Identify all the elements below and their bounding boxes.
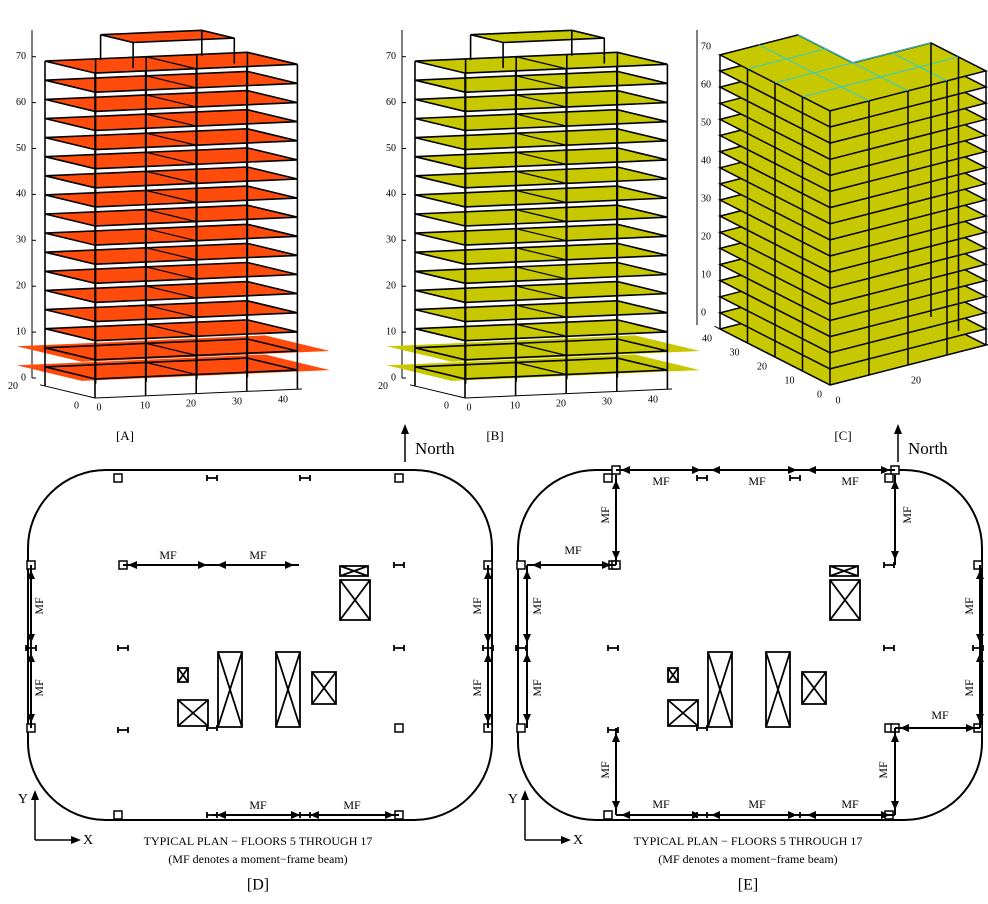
mf-label: MF [343, 798, 361, 812]
depth-tick-label: 20 [757, 361, 767, 372]
panel-label: [A] [116, 428, 134, 443]
mf-label: MF [962, 679, 976, 697]
column-box [885, 474, 893, 482]
panel-label: [D] [247, 877, 269, 894]
y-label: Y [508, 792, 518, 807]
mf-label: MF [748, 797, 766, 811]
plan-title: TYPICAL PLAN − FLOORS 5 THROUGH 17 [634, 834, 863, 848]
column-box [604, 811, 612, 819]
z-tick-label: 40 [701, 155, 711, 166]
mf-label: MF [564, 543, 582, 557]
z-tick-label: 40 [16, 189, 26, 200]
z-tick-label: 70 [386, 51, 396, 62]
y-label: Y [18, 792, 28, 807]
depth-tick-label: 20 [378, 381, 388, 392]
z-tick-label: 70 [701, 41, 711, 52]
z-tick-label: 60 [386, 97, 396, 108]
column-box [395, 724, 403, 732]
z-tick-label: 60 [701, 79, 711, 90]
depth-tick-label: 0 [444, 400, 449, 411]
x-tick-label: 20 [556, 398, 566, 409]
z-tick-label: 10 [16, 326, 26, 337]
page: 010203040506070010203040200[A]0102030405… [0, 0, 988, 904]
plan-note: (MF denotes a moment−frame beam) [658, 852, 837, 866]
column-box [395, 474, 403, 482]
panel-label: [C] [834, 428, 851, 443]
depth-tick-label: 10 [785, 375, 795, 386]
mf-label: MF [652, 797, 670, 811]
x-label: X [573, 833, 583, 848]
z-tick-label: 30 [701, 193, 711, 204]
panel-label: [B] [486, 428, 503, 443]
mf-label: MF [900, 506, 914, 524]
z-tick-label: 20 [386, 280, 396, 291]
z-tick-label: 10 [386, 326, 396, 337]
z-tick-label: 0 [391, 372, 396, 383]
depth-tick-label: 30 [730, 347, 740, 358]
x-tick-label: 40 [278, 394, 288, 405]
column-box [517, 724, 525, 732]
column-box [114, 811, 122, 819]
mf-label: MF [962, 597, 976, 615]
mf-label: MF [32, 597, 46, 615]
x-tick-label: 10 [510, 400, 520, 411]
mf-label: MF [249, 798, 267, 812]
mf-label: MF [32, 679, 46, 697]
depth-tick-label: 40 [702, 333, 712, 344]
mf-label: MF [652, 474, 670, 488]
mf-label: MF [530, 679, 544, 697]
z-tick-label: 60 [16, 97, 26, 108]
depth-tick-label: 0 [817, 389, 822, 400]
x-tick-label: 10 [140, 400, 150, 411]
z-tick-label: 20 [16, 280, 26, 291]
z-tick-label: 10 [701, 269, 711, 280]
x-tick-label: 20 [911, 375, 921, 386]
x-label: X [83, 833, 93, 848]
z-tick-label: 0 [701, 307, 706, 318]
x-tick-label: 0 [97, 402, 102, 413]
mf-label: MF [530, 597, 544, 615]
mf-label: MF [931, 708, 949, 722]
z-tick-label: 70 [16, 51, 26, 62]
z-tick-label: 50 [16, 143, 26, 154]
mf-label: MF [748, 474, 766, 488]
north-label: North [908, 439, 948, 458]
column-box [517, 561, 525, 569]
depth-tick-label: 20 [8, 381, 18, 392]
mf-label: MF [598, 506, 612, 524]
x-tick-label: 0 [836, 395, 841, 406]
z-tick-label: 40 [386, 189, 396, 200]
mf-label: MF [841, 797, 859, 811]
depth-tick-label: 0 [74, 400, 79, 411]
north-label: North [415, 439, 455, 458]
column-box [604, 474, 612, 482]
z-tick-label: 50 [701, 117, 711, 128]
z-tick-label: 0 [21, 372, 26, 383]
panel-label: [E] [738, 877, 758, 894]
mf-label: MF [876, 761, 890, 779]
x-tick-label: 0 [467, 402, 472, 413]
mf-label: MF [249, 548, 267, 562]
plan-title: TYPICAL PLAN − FLOORS 5 THROUGH 17 [144, 834, 373, 848]
z-tick-label: 30 [16, 235, 26, 246]
column-box [114, 474, 122, 482]
mf-label: MF [470, 679, 484, 697]
x-tick-label: 20 [186, 398, 196, 409]
mf-label: MF [841, 474, 859, 488]
z-tick-label: 30 [386, 235, 396, 246]
x-tick-label: 40 [648, 394, 658, 405]
z-tick-label: 50 [386, 143, 396, 154]
x-tick-label: 30 [232, 396, 242, 407]
z-tick-label: 20 [701, 231, 711, 242]
mf-label: MF [598, 761, 612, 779]
mf-label: MF [159, 548, 177, 562]
figure: 010203040506070010203040200[A]0102030405… [0, 0, 988, 904]
x-tick-label: 30 [602, 396, 612, 407]
plan-note: (MF denotes a moment−frame beam) [168, 852, 347, 866]
mf-label: MF [470, 597, 484, 615]
